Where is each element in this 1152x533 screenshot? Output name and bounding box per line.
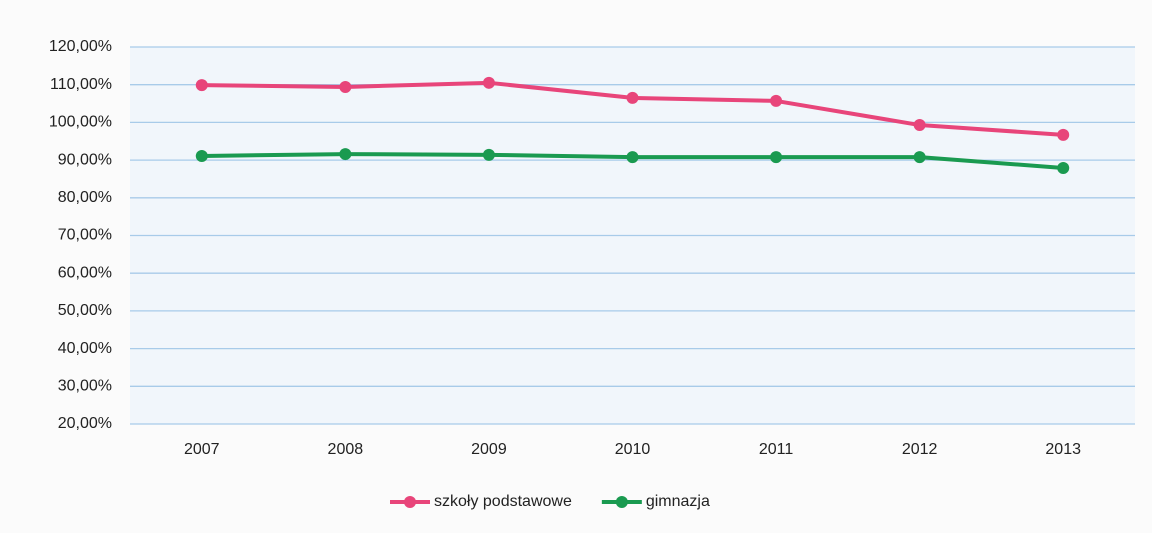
x-tick-label: 2013 bbox=[1045, 441, 1081, 458]
x-tick-label: 2010 bbox=[615, 441, 651, 458]
point bbox=[913, 151, 926, 164]
legend-marker bbox=[404, 496, 416, 508]
point bbox=[913, 119, 926, 132]
point bbox=[626, 91, 639, 104]
y-tick-label: 90,00% bbox=[58, 151, 112, 168]
point bbox=[482, 76, 495, 89]
y-tick-label: 20,00% bbox=[58, 415, 112, 432]
legend-marker bbox=[615, 496, 628, 508]
y-tick-label: 100,00% bbox=[49, 114, 112, 131]
point bbox=[195, 79, 208, 92]
y-tick-label: 30,00% bbox=[58, 378, 112, 395]
y-tick-label: 50,00% bbox=[58, 302, 112, 319]
legend-label: gimnazja bbox=[646, 493, 710, 510]
point bbox=[626, 151, 639, 164]
x-tick-label: 2009 bbox=[471, 441, 507, 458]
x-tick-label: 2012 bbox=[902, 441, 938, 458]
y-tick-label: 70,00% bbox=[58, 227, 112, 244]
y-tick-label: 40,00% bbox=[58, 340, 112, 357]
y-tick-label: 120,00% bbox=[49, 38, 112, 55]
point bbox=[770, 94, 783, 107]
y-tick-label: 110,00% bbox=[50, 76, 112, 93]
x-tick-label: 2007 bbox=[184, 441, 220, 458]
point bbox=[482, 148, 495, 161]
point bbox=[770, 151, 783, 164]
y-tick-label: 80,00% bbox=[58, 189, 112, 206]
point bbox=[339, 80, 352, 93]
point bbox=[339, 148, 352, 161]
point bbox=[1057, 128, 1070, 141]
legend-label: szkoły podstawowe bbox=[434, 493, 572, 510]
x-tick-label: 2008 bbox=[328, 441, 364, 458]
point bbox=[1057, 162, 1070, 175]
x-tick-label: 2011 bbox=[759, 441, 794, 458]
y-tick-label: 60,00% bbox=[58, 264, 112, 281]
point bbox=[195, 149, 208, 162]
